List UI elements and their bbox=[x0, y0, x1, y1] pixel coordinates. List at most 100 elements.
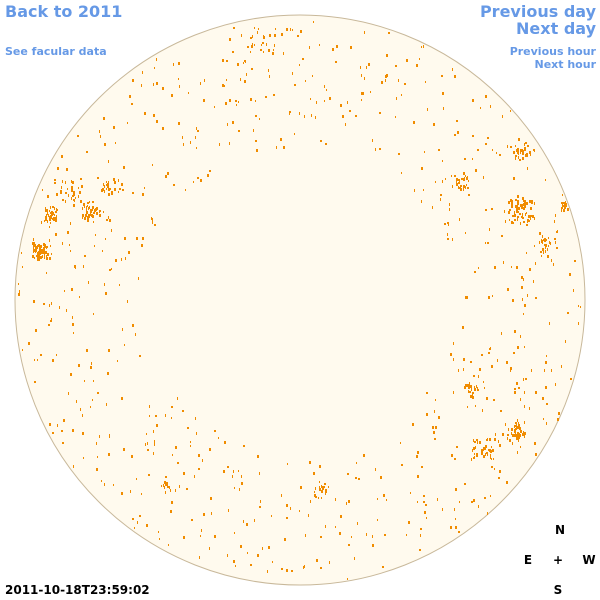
feature-dot bbox=[547, 248, 548, 251]
feature-dot bbox=[534, 217, 535, 220]
feature-dot bbox=[534, 442, 536, 445]
feature-dot bbox=[426, 392, 428, 394]
feature-dot bbox=[66, 309, 67, 312]
feature-dot bbox=[113, 178, 115, 181]
feature-dot bbox=[473, 447, 475, 450]
feature-dot bbox=[424, 511, 426, 514]
feature-dot bbox=[246, 523, 248, 526]
feature-dot bbox=[494, 468, 495, 470]
feature-dot bbox=[101, 189, 103, 192]
feature-dot bbox=[46, 246, 47, 249]
feature-dot bbox=[358, 478, 360, 480]
compass-south-label: S bbox=[553, 583, 563, 597]
feature-dot bbox=[462, 326, 464, 329]
feature-dot bbox=[196, 432, 197, 435]
feature-dot bbox=[76, 400, 77, 403]
feature-dot bbox=[539, 232, 541, 235]
feature-dot bbox=[459, 218, 460, 221]
feature-dot bbox=[82, 207, 83, 210]
feature-dot bbox=[229, 142, 230, 145]
feature-dot bbox=[370, 91, 371, 93]
feature-dot bbox=[520, 398, 521, 401]
feature-dot bbox=[155, 415, 157, 417]
feature-dot bbox=[154, 224, 156, 226]
feature-dot bbox=[472, 449, 473, 452]
feature-dot bbox=[51, 211, 53, 214]
feature-dot bbox=[533, 280, 534, 283]
feature-dot bbox=[272, 52, 274, 55]
feature-dot bbox=[423, 189, 424, 191]
feature-dot bbox=[550, 242, 551, 245]
feature-dot bbox=[148, 474, 150, 476]
feature-dot bbox=[54, 179, 56, 181]
feature-dot bbox=[530, 207, 532, 210]
feature-dot bbox=[87, 202, 89, 204]
feature-dot bbox=[233, 470, 234, 473]
feature-dot bbox=[361, 92, 363, 95]
feature-dot bbox=[310, 500, 311, 503]
back-to-year-link[interactable]: Back to 2011 bbox=[5, 2, 123, 21]
feature-dot bbox=[121, 183, 123, 186]
feature-dot bbox=[440, 198, 441, 201]
previous-hour-link[interactable]: Previous hour bbox=[509, 45, 596, 58]
feature-dot bbox=[499, 444, 501, 447]
feature-dot bbox=[375, 468, 376, 471]
feature-dot bbox=[452, 68, 453, 71]
feature-dot bbox=[52, 218, 53, 220]
previous-day-link[interactable]: Previous day bbox=[479, 2, 596, 21]
feature-dot bbox=[309, 46, 310, 49]
feature-dot bbox=[474, 441, 476, 443]
feature-dot bbox=[514, 211, 515, 214]
feature-dot bbox=[55, 233, 57, 236]
feature-dot bbox=[544, 369, 545, 372]
feature-dot bbox=[490, 450, 492, 453]
feature-dot bbox=[251, 68, 253, 70]
feature-dot bbox=[259, 472, 260, 475]
feature-dot bbox=[375, 148, 376, 151]
feature-dot bbox=[466, 184, 467, 186]
feature-dot bbox=[425, 81, 426, 83]
feature-dot bbox=[556, 247, 558, 249]
feature-dot bbox=[473, 457, 474, 459]
feature-dot bbox=[515, 422, 517, 424]
feature-dot bbox=[521, 204, 522, 207]
feature-dot bbox=[85, 214, 87, 217]
feature-dot bbox=[449, 208, 450, 211]
feature-dot bbox=[254, 519, 255, 522]
feature-dot bbox=[509, 219, 510, 221]
feature-dot bbox=[335, 498, 336, 501]
feature-dot bbox=[38, 244, 39, 247]
feature-dot bbox=[542, 397, 544, 400]
feature-dot bbox=[520, 335, 521, 338]
see-facular-data-link[interactable]: See facular data bbox=[5, 45, 107, 58]
feature-dot bbox=[198, 454, 200, 457]
feature-dot bbox=[384, 534, 386, 536]
feature-dot bbox=[486, 452, 488, 454]
feature-dot bbox=[222, 59, 224, 62]
feature-dot bbox=[292, 29, 293, 31]
next-day-link[interactable]: Next day bbox=[516, 19, 596, 38]
feature-dot bbox=[86, 349, 88, 352]
feature-dot bbox=[71, 189, 73, 192]
feature-dot bbox=[237, 63, 239, 66]
feature-dot bbox=[545, 247, 546, 249]
feature-dot bbox=[514, 214, 516, 217]
feature-dot bbox=[111, 193, 113, 195]
feature-dot bbox=[108, 453, 110, 456]
next-hour-link[interactable]: Next hour bbox=[534, 58, 597, 71]
feature-dot bbox=[292, 72, 293, 75]
feature-dot bbox=[67, 188, 68, 190]
feature-dot bbox=[529, 268, 531, 271]
feature-dot bbox=[475, 446, 476, 449]
feature-dot bbox=[286, 504, 288, 507]
feature-dot bbox=[495, 433, 496, 436]
feature-dot bbox=[433, 123, 435, 126]
feature-dot bbox=[517, 200, 519, 202]
feature-dot bbox=[507, 434, 509, 436]
feature-dot bbox=[476, 385, 477, 388]
feature-dot bbox=[502, 433, 504, 436]
feature-dot bbox=[144, 112, 146, 115]
feature-dot bbox=[100, 135, 101, 138]
feature-dot bbox=[263, 51, 264, 53]
feature-dot bbox=[258, 28, 259, 30]
